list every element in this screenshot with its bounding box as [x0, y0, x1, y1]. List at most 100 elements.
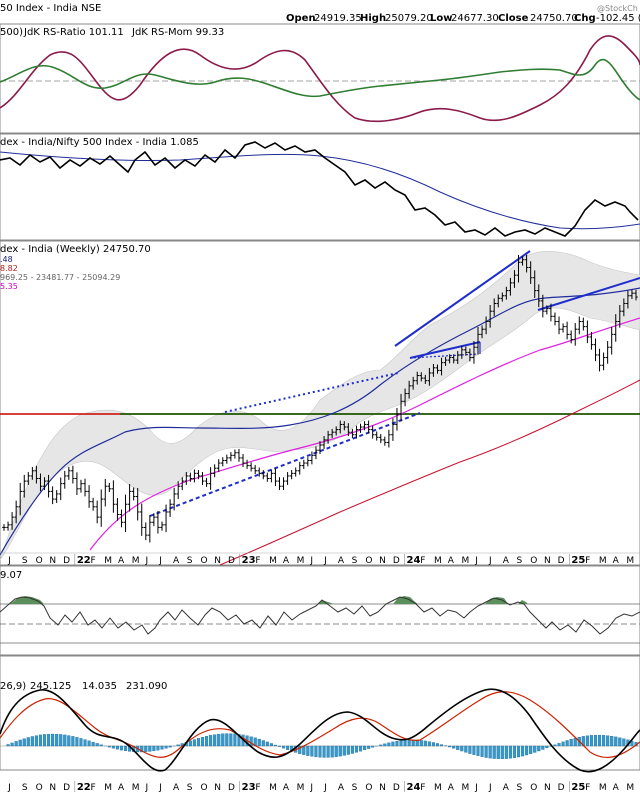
- macd-hist-bar: [342, 745, 346, 756]
- price-bar: [561, 323, 565, 333]
- macd-hist-bar: [144, 745, 148, 752]
- macd-hist-bar: [602, 735, 606, 747]
- price-bar: [180, 477, 185, 491]
- x-tick-label: F: [420, 556, 425, 566]
- macd-hist-bar: [508, 745, 512, 759]
- open-value: 24919.35: [314, 13, 362, 24]
- macd-hist-bar: [460, 745, 464, 752]
- macd-hist-bar: [371, 745, 375, 748]
- price-bar: [220, 457, 225, 467]
- price-bar: [536, 284, 541, 308]
- price-bar: [423, 374, 428, 384]
- x-tick-label: S: [22, 556, 28, 566]
- macd-hist-bar: [6, 744, 10, 747]
- macd-hist-bar: [500, 745, 504, 760]
- x-axis-labels-macd: J S O N D 22 F M A M J J A S O N D 23 F M A M J J A S O N D 24 F M A M J J A…: [7, 781, 634, 793]
- macd-hist-bar: [484, 745, 488, 758]
- price-bar: [488, 305, 492, 328]
- macd-hist-bar: [47, 733, 51, 747]
- price-bar: [22, 474, 27, 498]
- macd-hist-bar: [30, 736, 34, 747]
- rs-mom-line: [0, 58, 640, 101]
- price-bar: [233, 449, 237, 459]
- price-candles: [2, 254, 638, 543]
- x-tick-label: D: [558, 556, 565, 566]
- macd-hist-bar: [525, 745, 529, 756]
- macd-hist-bar: [265, 741, 269, 747]
- macd-hist-bar: [318, 745, 322, 758]
- price-bar: [350, 428, 355, 439]
- price-bar: [391, 418, 395, 441]
- price-bar: [225, 454, 229, 464]
- price-bar: [520, 256, 525, 266]
- price-bar: [306, 457, 310, 467]
- macd-hist-bar: [427, 741, 431, 747]
- price-bar: [42, 477, 47, 491]
- price-bar: [184, 472, 189, 485]
- stockcharts-logo-text: @StockCh: [597, 4, 638, 13]
- macd-hist-bar: [439, 744, 444, 747]
- x-tick-label: A: [118, 783, 125, 793]
- x-tick-label: D: [63, 556, 70, 566]
- x-tick-label: J: [488, 783, 492, 793]
- macd-hist-bar: [314, 745, 318, 758]
- x-tick-label: O: [365, 556, 372, 566]
- macd-hist-bar: [472, 745, 476, 755]
- price-bar: [435, 364, 440, 374]
- price-bar: [613, 314, 618, 342]
- price-bar: [293, 467, 298, 477]
- x-tick-label: J: [145, 783, 149, 793]
- price-bar: [99, 489, 104, 527]
- chart-header: 50 Index - India NSE Open 24919.35 High …: [0, 3, 640, 24]
- macd-hist-bar: [468, 745, 472, 754]
- x-tick-label: 22: [77, 782, 91, 793]
- x-tick-label: S: [187, 556, 193, 566]
- price-bar: [585, 320, 590, 344]
- x-tick-label: A: [338, 783, 345, 793]
- x-tick-label: J: [309, 783, 313, 793]
- price-bar: [168, 499, 172, 517]
- x-tick-label: F: [585, 556, 590, 566]
- macd-hist-bar: [18, 739, 22, 747]
- open-label: Open: [286, 13, 316, 24]
- macd-hist-bar: [521, 745, 525, 757]
- price-panel: dex - India (Weekly) 24750.70 .48 8.82 9…: [0, 240, 640, 566]
- price-bar: [524, 254, 529, 273]
- x-tick-label: M: [462, 783, 470, 793]
- macd-hist-bar: [419, 740, 423, 747]
- price-bar: [500, 292, 505, 302]
- x-tick-label: M: [104, 783, 112, 793]
- price-bar: [516, 254, 521, 283]
- x-tick-label: M: [626, 556, 634, 566]
- price-bar: [257, 467, 262, 477]
- price-bar: [581, 317, 586, 331]
- price-bar: [10, 512, 14, 530]
- macd-hist-bar: [322, 745, 326, 758]
- chg-value: -102.45 (-0: [596, 13, 640, 24]
- macd-hist-bar: [38, 734, 43, 747]
- price-bar: [532, 270, 537, 298]
- x-tick-label: A: [503, 556, 510, 566]
- price-bar: [245, 459, 249, 469]
- price-bar: [297, 461, 302, 475]
- macd-hist-bar: [367, 745, 371, 749]
- price-bar: [34, 465, 39, 484]
- price-bar: [237, 448, 241, 462]
- x-tick-label: 24: [407, 782, 421, 793]
- price-bar: [249, 462, 253, 472]
- x-tick-label: F: [91, 783, 96, 793]
- neckline: [537, 277, 640, 311]
- x-tick-label: N: [214, 783, 221, 793]
- x-tick-label: 22: [77, 555, 91, 566]
- price-bar: [557, 316, 561, 335]
- x-tick-label: A: [613, 783, 620, 793]
- x-tick-label: N: [544, 556, 551, 566]
- low-label: Low: [430, 13, 452, 24]
- price-bar: [143, 522, 148, 541]
- macd-hist-bar: [630, 740, 634, 747]
- macd-hist-bar: [286, 745, 290, 750]
- macd-hist-bar: [480, 745, 484, 757]
- macd-hist-bar: [59, 734, 63, 747]
- price-bar: [273, 468, 278, 487]
- x-tick-label: J: [488, 556, 492, 566]
